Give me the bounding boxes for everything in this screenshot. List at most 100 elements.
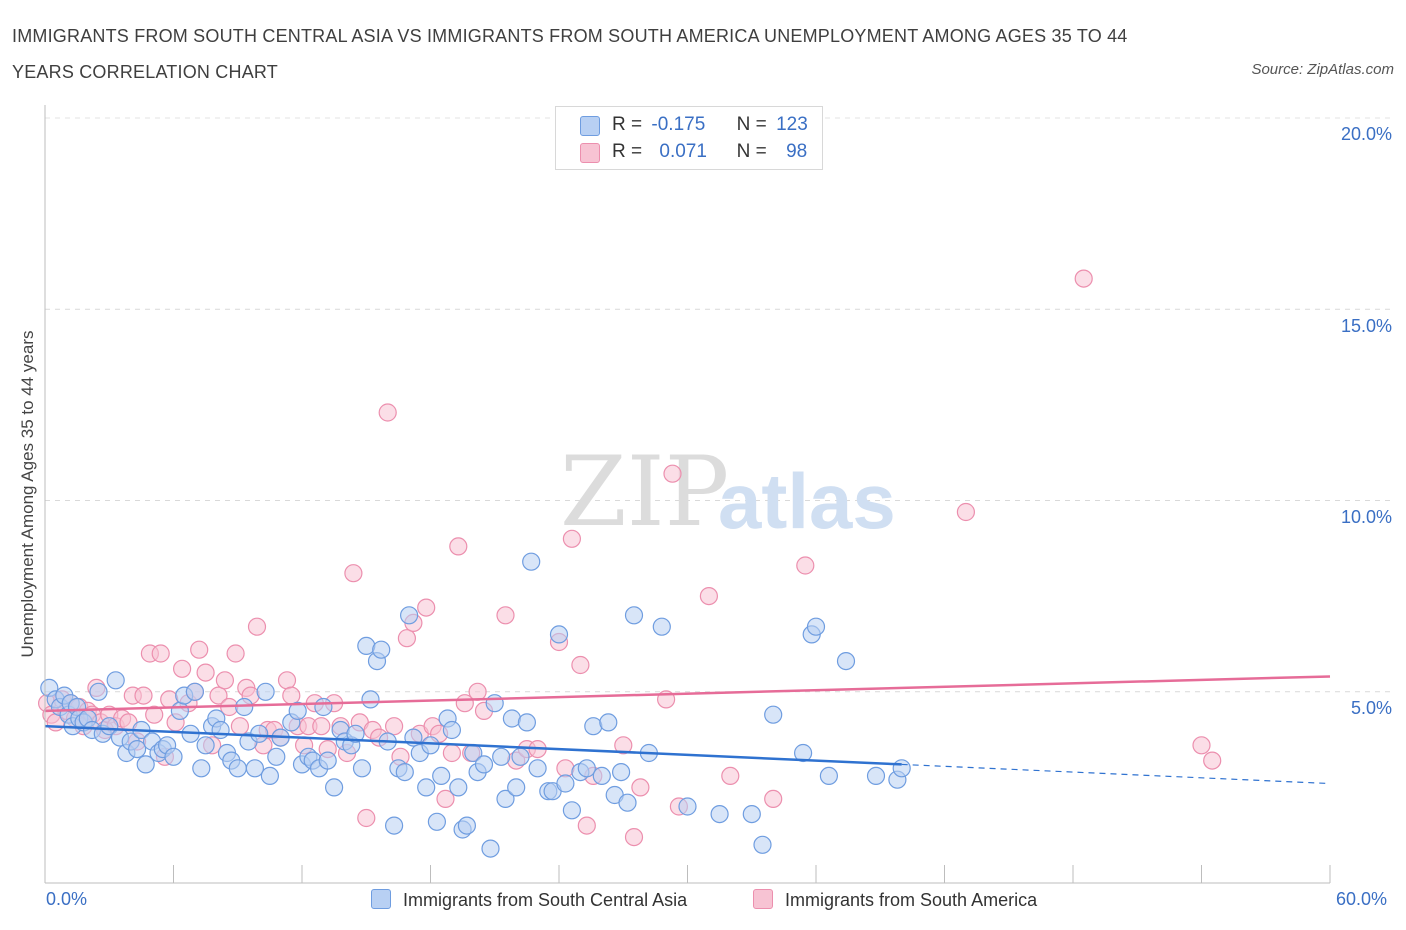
south-america-point — [562, 529, 582, 548]
south-america-point — [282, 686, 301, 705]
legend-r-value-blue: -0.175 — [651, 114, 706, 135]
south-america-point — [496, 606, 515, 625]
south-central-asia-point — [196, 736, 215, 755]
south-america-point — [449, 537, 468, 556]
south-central-asia-point — [793, 743, 813, 763]
legend-r-label-pink: R = — [612, 141, 643, 162]
south-central-asia-point — [372, 640, 391, 659]
south-america-point — [442, 743, 461, 763]
south-central-asia-point — [528, 759, 547, 778]
south-america-point — [1074, 269, 1093, 288]
south-central-asia-point — [245, 759, 264, 778]
legend: R = -0.175 N = 123 R = 0.071 N = 98 — [555, 106, 823, 170]
south-america-point — [209, 686, 228, 705]
y-tick-20: 20.0% — [1340, 124, 1392, 144]
south-central-asia-point — [432, 766, 451, 786]
bottom-legend-blue: Immigrants from South Central Asia — [371, 889, 687, 911]
south-central-asia-point — [577, 759, 596, 778]
south-central-asia-point — [556, 774, 575, 793]
south-central-asia-point — [325, 778, 344, 797]
y-tick-5: 5.0% — [1350, 698, 1392, 718]
legend-r-value-pink: 0.071 — [659, 141, 707, 162]
source-label: Source: ZipAtlas.com — [1251, 61, 1394, 78]
south-central-asia-point — [496, 789, 515, 809]
south-central-asia-point — [164, 747, 183, 766]
south-america-point — [230, 717, 249, 736]
south-central-asia-point — [457, 816, 476, 835]
south-america-point — [1203, 751, 1222, 770]
south-america-point — [397, 629, 416, 648]
south-central-asia-point — [318, 751, 337, 770]
south-america-point — [721, 766, 740, 786]
south-central-asia-point — [267, 747, 286, 766]
series-south-central-asia — [40, 552, 911, 858]
axes — [44, 105, 1331, 884]
south-central-asia-point — [624, 606, 644, 625]
bottom-legend-swatch-blue — [371, 889, 391, 909]
chart-title: IMMIGRANTS FROM SOUTH CENTRAL ASIA VS IM… — [12, 26, 1128, 82]
south-america-point — [624, 827, 644, 847]
legend-n-label-blue: N = — [736, 114, 767, 135]
south-central-asia-point — [417, 778, 436, 797]
trend-line-south-america — [44, 675, 1331, 713]
south-central-asia-point — [511, 747, 530, 766]
legend-n-label-pink: N = — [736, 141, 767, 162]
south-america-point — [1192, 736, 1211, 755]
south-america-point — [151, 644, 170, 663]
south-america-point — [378, 403, 397, 422]
south-central-asia-point — [211, 720, 230, 740]
south-central-asia-point — [549, 625, 569, 644]
trend-line-extension-south-central-asia — [901, 763, 1331, 785]
south-central-asia-point — [611, 762, 631, 782]
bottom-legend-label-pink: Immigrants from South America — [785, 890, 1038, 910]
south-america-point — [614, 736, 633, 755]
south-central-asia-point — [260, 766, 279, 786]
south-central-asia-point — [618, 793, 637, 812]
south-central-asia-point — [652, 617, 671, 636]
south-central-asia-point — [395, 762, 414, 782]
watermark-atlas: atlas — [718, 457, 896, 545]
legend-n-value-pink: 98 — [786, 141, 808, 162]
south-america-point — [468, 682, 487, 701]
grid-lines — [45, 117, 1390, 693]
south-america-point — [796, 556, 815, 575]
south-central-asia-point — [288, 701, 307, 721]
south-central-asia-point — [250, 724, 269, 743]
south-central-asia-point — [481, 839, 500, 858]
south-central-asia-point — [228, 759, 247, 778]
south-central-asia-point — [678, 797, 697, 816]
x-tick-max: 60.0% — [1336, 889, 1388, 909]
south-america-point — [215, 671, 234, 690]
south-central-asia-point — [819, 766, 839, 786]
series-south-america — [37, 269, 1222, 847]
south-central-asia-point — [185, 682, 204, 701]
legend-r-label-blue: R = — [612, 114, 643, 135]
south-central-asia-point — [136, 755, 155, 774]
south-central-asia-point — [421, 736, 440, 755]
south-central-asia-point — [502, 709, 521, 728]
south-america-point — [663, 464, 682, 483]
south-central-asia-point — [474, 755, 494, 774]
south-central-asia-point — [170, 701, 189, 721]
south-america-point — [277, 671, 297, 690]
south-central-asia-point — [352, 759, 372, 778]
bottom-legend-label-blue: Immigrants from South Central Asia — [403, 890, 688, 910]
south-central-asia-point — [106, 671, 125, 690]
south-central-asia-point — [710, 804, 729, 824]
south-central-asia-point — [599, 713, 618, 732]
legend-n-value-blue: 123 — [776, 114, 808, 135]
south-central-asia-point — [584, 717, 603, 736]
south-central-asia-point — [256, 682, 275, 701]
south-central-asia-point — [89, 682, 108, 701]
south-central-asia-point — [806, 617, 826, 636]
south-central-asia-point — [485, 694, 504, 713]
south-america-point — [190, 640, 209, 659]
south-america-point — [134, 686, 153, 705]
trend-line-south-central-asia — [44, 724, 902, 766]
south-america-point — [145, 705, 164, 724]
south-america-point — [357, 808, 376, 828]
trend-lines — [44, 675, 1331, 785]
y-tick-15: 15.0% — [1340, 316, 1392, 336]
south-america-point — [571, 655, 590, 675]
